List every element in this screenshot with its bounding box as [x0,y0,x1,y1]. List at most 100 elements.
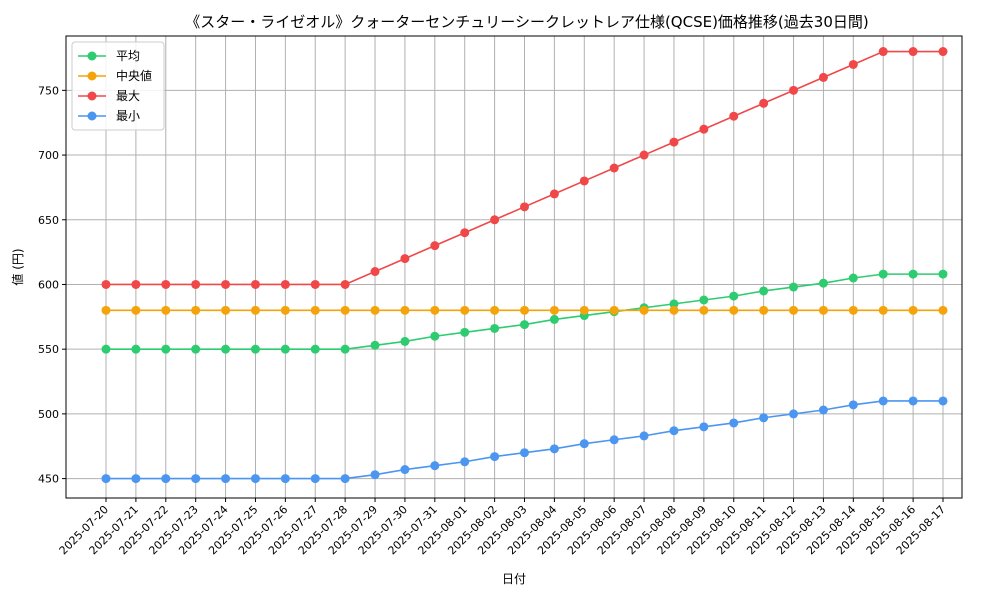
data-point [669,426,679,436]
data-point [729,418,739,428]
data-point [340,305,350,315]
data-point [549,444,559,454]
legend-swatch-marker [87,51,97,61]
legend-swatch-marker [87,91,97,101]
data-point [221,344,231,354]
data-point [191,279,201,289]
data-point [310,344,320,354]
data-point [490,452,500,462]
data-point [938,269,948,279]
series-中央値 [101,305,948,315]
data-point [878,269,888,279]
data-point [340,344,350,354]
y-axis: 450 500 550 600 650 700 750 [38,84,66,486]
legend-label: 最大 [116,89,140,103]
data-point [250,305,260,315]
y-tick-label: 600 [38,278,59,291]
data-point [699,124,709,134]
y-tick-label: 750 [38,84,59,97]
data-point [191,305,201,315]
data-point [310,474,320,484]
data-point [430,305,440,315]
x-axis-label: 日付 [502,572,526,586]
data-point [789,85,799,95]
data-point [101,474,111,484]
data-point [549,314,559,324]
data-point [340,474,350,484]
legend-label: 最小 [116,109,140,123]
data-point [280,474,290,484]
data-point [938,396,948,406]
data-point [370,470,380,480]
data-point [609,163,619,173]
data-point [400,305,410,315]
data-point [400,254,410,264]
data-point [310,305,320,315]
data-point [878,305,888,315]
chart-title: 《スター・ライゼオル》クォーターセンチュリーシークレットレア仕様(QCSE)価格… [185,13,868,31]
data-point [848,400,858,410]
data-point [759,286,769,296]
data-point [699,295,709,305]
data-point [938,305,948,315]
data-point [878,396,888,406]
data-point [221,279,231,289]
data-point [699,305,709,315]
y-tick-label: 700 [38,149,59,162]
data-point [460,457,470,467]
data-point [908,269,918,279]
data-point [460,305,470,315]
plot-frame [65,35,963,499]
data-point [191,344,201,354]
legend-swatch-marker [87,111,97,121]
data-point [759,98,769,108]
data-point [131,279,141,289]
data-point [609,435,619,445]
data-point [340,279,350,289]
data-point [639,150,649,160]
data-point [131,344,141,354]
data-point [520,305,529,315]
data-point [161,305,171,315]
data-point [430,241,440,251]
y-tick-label: 450 [38,473,59,486]
data-point [250,344,260,354]
legend-label: 平均 [116,49,140,63]
data-point [161,279,171,289]
data-point [639,305,649,315]
data-point [908,396,918,406]
legend-label: 中央値 [116,68,152,83]
data-point [280,305,290,315]
data-point [669,299,679,309]
data-point [789,305,799,315]
data-point [579,439,589,449]
data-point [430,461,440,471]
data-point [669,305,679,315]
data-point [460,327,470,337]
x-axis: 2025-07-202025-07-212025-07-222025-07-23… [57,498,948,557]
data-point [699,422,709,432]
data-point [669,137,679,147]
data-point [221,305,231,315]
data-point [280,279,290,289]
data-point [370,267,380,277]
data-point [818,72,828,82]
data-point [729,305,739,315]
y-tick-label: 550 [38,343,59,356]
legend-box [71,41,165,131]
data-point [490,323,500,333]
data-point [280,344,290,354]
data-point [848,59,858,69]
grid [66,36,962,498]
data-point [400,465,410,475]
data-point [370,305,380,315]
data-point [908,47,918,57]
data-point [818,405,828,415]
data-point [101,279,111,289]
data-point [789,409,799,419]
data-point [818,305,828,315]
data-point [579,305,589,315]
data-point [759,305,769,315]
